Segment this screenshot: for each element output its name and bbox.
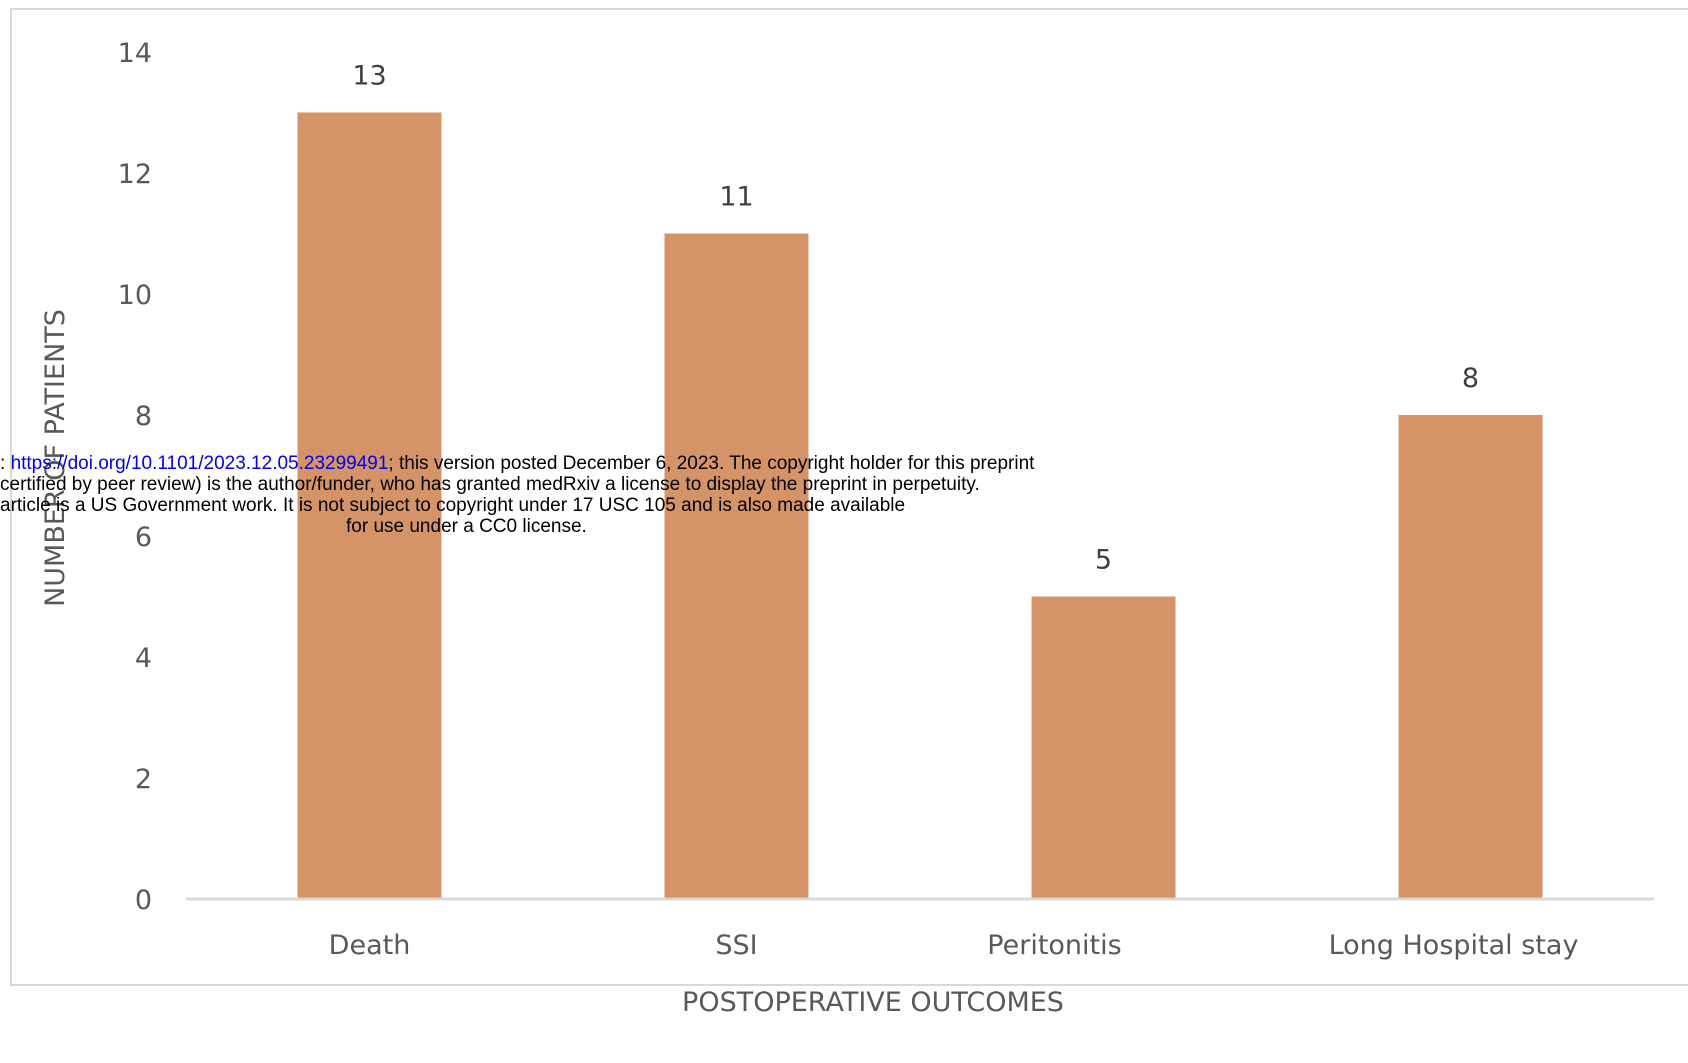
bar-ssi (664, 233, 809, 899)
y-tick-label: 10 (118, 280, 152, 311)
y-tick-label: 8 (135, 401, 152, 432)
y-tick-label: 4 (135, 643, 152, 674)
preprint-stamp-line-1: : https://doi.org/10.1101/2023.12.05.232… (0, 454, 1034, 474)
bar-peritonitis (1031, 596, 1176, 899)
x-axis-title: POSTOPERATIVE OUTCOMES (682, 987, 1064, 1018)
y-tick-label: 6 (135, 522, 152, 553)
x-tick-label: Peritonitis (987, 930, 1121, 961)
data-label: 13 (352, 61, 386, 92)
preprint-stamp-line-2: certified by peer review) is the author/… (0, 474, 980, 495)
x-tick-label: SSI (715, 930, 757, 961)
bar-long-hospital-stay (1398, 415, 1543, 899)
stamp-line-1-prefix: : (0, 453, 11, 474)
data-label: 8 (1462, 363, 1479, 394)
y-tick-label: 14 (118, 38, 152, 69)
x-tick-label: Death (329, 930, 411, 961)
data-label: 11 (719, 182, 753, 213)
y-axis-title: NUMBER OF PATIENTS (40, 309, 71, 607)
data-label: 5 (1095, 545, 1112, 576)
doi-link[interactable]: https://doi.org/10.1101/2023.12.05.23299… (10, 453, 389, 474)
x-tick-label: Long Hospital stay (1329, 930, 1579, 961)
stamp-line-1-suffix: ; this version posted December 6, 2023. … (388, 453, 1035, 474)
chart-frame (10, 8, 1688, 986)
y-tick-label: 2 (135, 764, 152, 795)
preprint-stamp-line-3: article is a US Government work. It is n… (0, 495, 906, 516)
y-tick-label: 0 (135, 885, 152, 916)
y-tick-label: 12 (118, 159, 152, 190)
preprint-stamp-line-4: for use under a CC0 license. (346, 516, 587, 537)
bar-death (297, 112, 442, 899)
